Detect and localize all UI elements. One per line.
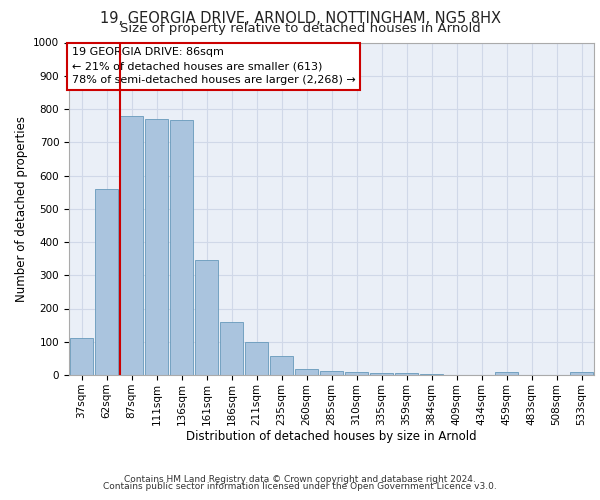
Bar — [295, 370, 318, 375]
Bar — [420, 374, 443, 375]
Bar — [395, 374, 418, 375]
Bar — [345, 372, 368, 375]
Bar — [145, 119, 168, 375]
Bar — [270, 356, 293, 375]
Text: 19 GEORGIA DRIVE: 86sqm
← 21% of detached houses are smaller (613)
78% of semi-d: 19 GEORGIA DRIVE: 86sqm ← 21% of detache… — [71, 48, 355, 86]
Text: Contains public sector information licensed under the Open Government Licence v3: Contains public sector information licen… — [103, 482, 497, 491]
Bar — [95, 190, 118, 375]
Text: 19, GEORGIA DRIVE, ARNOLD, NOTTINGHAM, NG5 8HX: 19, GEORGIA DRIVE, ARNOLD, NOTTINGHAM, N… — [100, 11, 500, 26]
Bar — [370, 372, 393, 375]
Bar — [195, 260, 218, 375]
Bar — [570, 372, 593, 375]
Text: Size of property relative to detached houses in Arnold: Size of property relative to detached ho… — [119, 22, 481, 35]
Bar — [170, 120, 193, 375]
Text: Contains HM Land Registry data © Crown copyright and database right 2024.: Contains HM Land Registry data © Crown c… — [124, 474, 476, 484]
Y-axis label: Number of detached properties: Number of detached properties — [14, 116, 28, 302]
X-axis label: Distribution of detached houses by size in Arnold: Distribution of detached houses by size … — [186, 430, 477, 444]
Bar — [120, 116, 143, 375]
Bar — [320, 371, 343, 375]
Bar — [245, 342, 268, 375]
Bar — [70, 338, 93, 375]
Bar — [220, 322, 243, 375]
Bar — [495, 372, 518, 375]
